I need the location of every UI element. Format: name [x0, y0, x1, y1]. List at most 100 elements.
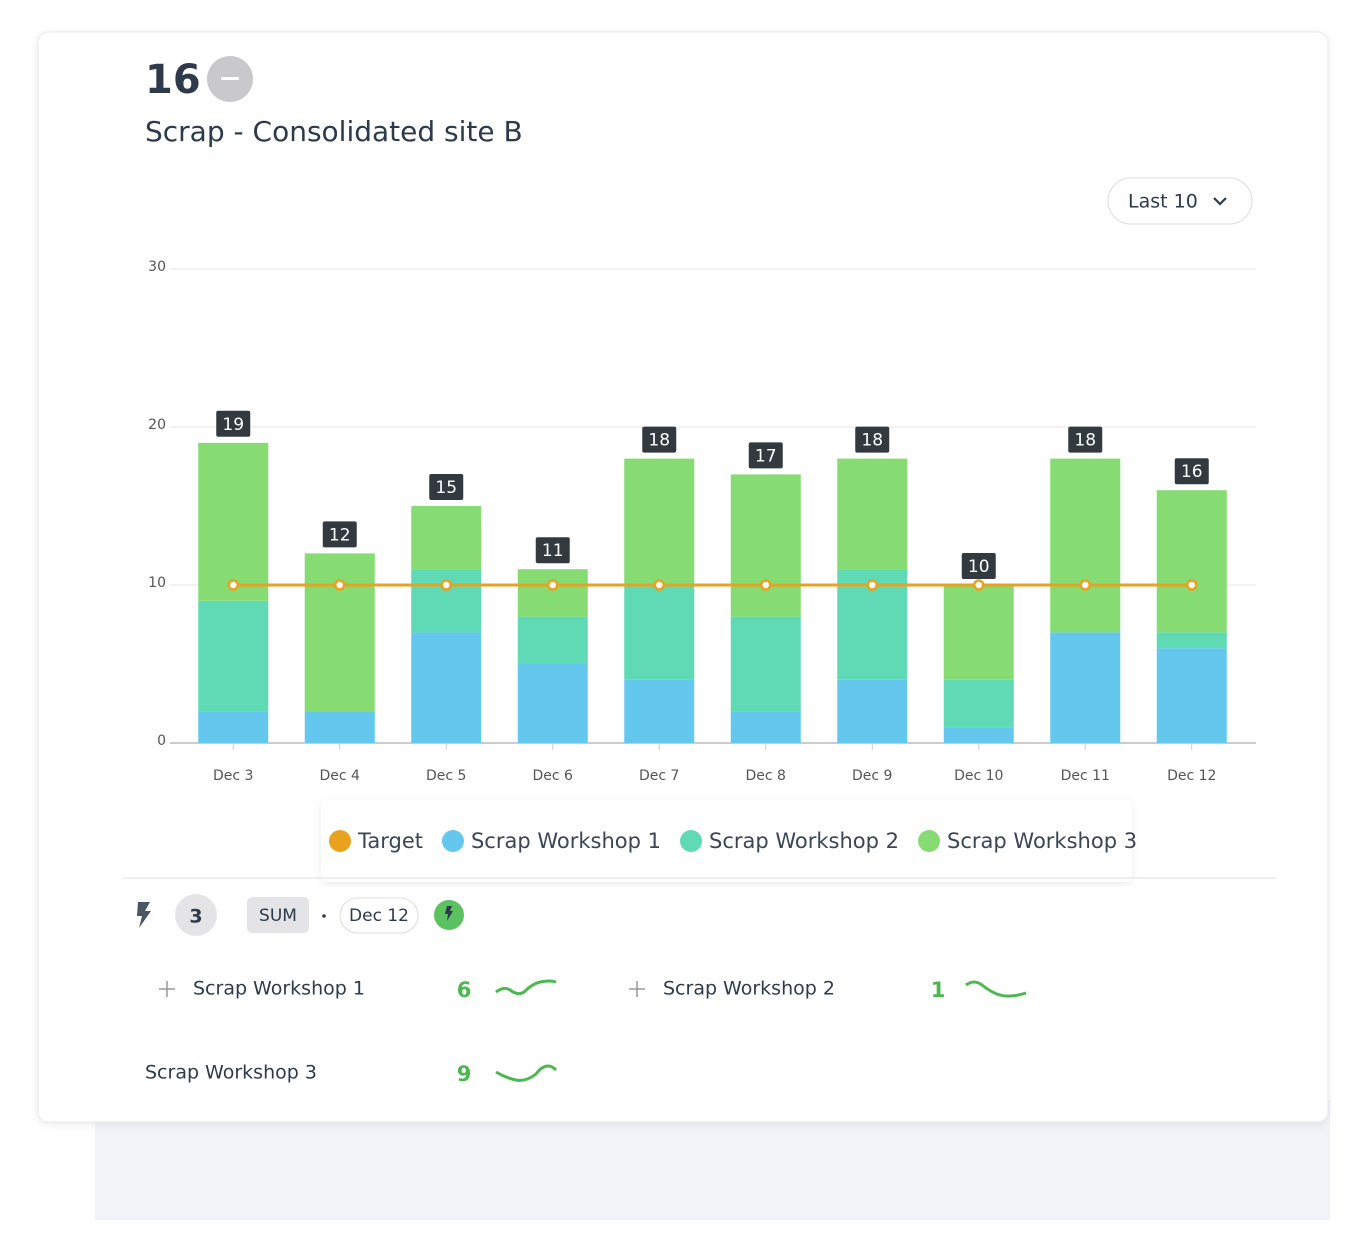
- count-value: 3: [189, 906, 202, 928]
- bar-segment: [411, 506, 482, 570]
- total-label-box: [642, 426, 677, 453]
- item-name: Scrap Workshop 1: [193, 978, 365, 1000]
- chevron: [1213, 197, 1227, 206]
- total-label-box: [961, 553, 996, 579]
- bar-segment: [517, 569, 588, 617]
- bar-segment: [411, 569, 482, 633]
- bar-segment: [1156, 632, 1227, 649]
- chart: 0 10 20 30 Dec 3 Dec 4 Dec 5 Dec 6 Dec 7 Dec 8 Dec…: [148, 259, 1256, 784]
- sparkline: [495, 1064, 558, 1082]
- legend-label: Scrap Workshop 1: [471, 829, 661, 853]
- bar-segment: [411, 632, 482, 743]
- target-point: [1186, 579, 1198, 591]
- total-label: 15: [435, 478, 457, 498]
- legend-swatch: [329, 830, 351, 852]
- x-tick-label: Dec 8: [746, 768, 786, 784]
- x-tick-label: Dec 4: [320, 768, 361, 784]
- separator-dot: [322, 914, 326, 918]
- item-name: Scrap Workshop 3: [145, 1062, 317, 1084]
- item-value: 9: [457, 1062, 472, 1086]
- bar-segment: [517, 616, 588, 664]
- x-tick-label: Dec 3: [213, 768, 253, 784]
- target-point: [1079, 579, 1091, 591]
- legend-label: Scrap Workshop 3: [947, 829, 1137, 853]
- legend-swatch: [918, 830, 941, 852]
- date-chip[interactable]: [339, 897, 419, 934]
- item-name: Scrap Workshop 2: [663, 978, 835, 1000]
- y-tick-label: 10: [148, 575, 166, 591]
- bar-segment: [517, 664, 588, 743]
- bar-segment: [730, 711, 801, 743]
- bar-segment: [730, 616, 801, 712]
- target-point: [227, 579, 239, 591]
- bar-segment: [304, 553, 375, 712]
- total-label: 17: [755, 446, 777, 466]
- total-label: 18: [1074, 431, 1096, 451]
- aggregation-label: SUM: [259, 906, 297, 926]
- y-tick-label: 0: [157, 733, 166, 749]
- sparkline: [965, 980, 1027, 998]
- total-label: 18: [861, 431, 883, 451]
- kpi-value: 16: [145, 57, 201, 103]
- bar-segment: [943, 679, 1014, 728]
- total-label-box: [535, 537, 570, 564]
- bar-segment: [624, 585, 695, 680]
- total-label: 19: [222, 415, 244, 435]
- bar-segment: [943, 585, 1014, 680]
- x-tick-label: Dec 11: [1061, 768, 1110, 784]
- bar-segment: [837, 458, 908, 570]
- total-label: 18: [648, 431, 670, 451]
- y-tick-label: 30: [148, 259, 166, 275]
- bar-segment: [198, 442, 269, 601]
- total-label: 10: [968, 557, 990, 577]
- total-label-box: [1068, 426, 1103, 453]
- range-label: Last 10: [1128, 191, 1198, 213]
- bolt-icon: [137, 902, 151, 928]
- x-tick-label: Dec 5: [426, 768, 466, 784]
- status-dash: [221, 77, 239, 80]
- target-point: [866, 579, 878, 591]
- bar-segment: [198, 600, 269, 712]
- total-label-box: [855, 426, 890, 453]
- x-tick-label: Dec 10: [954, 768, 1003, 784]
- target-point: [547, 579, 559, 591]
- bar-segment: [624, 458, 695, 585]
- card-title: Scrap - Consolidated site B: [145, 115, 523, 148]
- x-tick-label: Dec 12: [1167, 768, 1216, 784]
- legend-label: Target: [357, 829, 423, 853]
- legend-swatch: [441, 830, 464, 852]
- range-dropdown[interactable]: [1107, 177, 1253, 225]
- total-label: 16: [1181, 462, 1203, 482]
- x-tick-label: Dec 6: [533, 768, 574, 784]
- legend: Target Scrap Workshop 1 Scrap Workshop 2 Sc…: [329, 829, 1137, 853]
- bar-segment: [1156, 648, 1227, 743]
- target-point: [653, 579, 665, 591]
- bar-segment: [1050, 458, 1121, 633]
- expand-icon[interactable]: [629, 981, 645, 997]
- target-point: [440, 579, 452, 591]
- total-label: 11: [542, 541, 564, 561]
- status-bolt: [445, 906, 453, 921]
- bar-segment: [198, 711, 269, 743]
- date-label: Dec 12: [349, 906, 409, 926]
- aggregation-chip[interactable]: [247, 897, 309, 933]
- bar-segment: [730, 474, 801, 617]
- expand-icon[interactable]: [159, 981, 175, 997]
- bar-segment: [304, 711, 375, 743]
- bar-segment: [1050, 632, 1121, 743]
- target-point: [973, 579, 985, 591]
- y-tick-label: 20: [148, 417, 166, 433]
- total-label-box: [216, 410, 251, 437]
- bar-segment: [943, 727, 1014, 743]
- bar-segment: [837, 679, 908, 743]
- x-tick-label: Dec 9: [852, 768, 892, 784]
- x-tick-label: Dec 7: [639, 768, 679, 784]
- bar-segment: [1156, 490, 1227, 633]
- legend-swatch: [680, 830, 702, 852]
- total-label-box: [748, 442, 783, 469]
- sparkline: [495, 979, 557, 996]
- total-label: 12: [329, 525, 351, 545]
- legend-label: Scrap Workshop 2: [709, 829, 899, 853]
- bar-segment: [624, 679, 695, 743]
